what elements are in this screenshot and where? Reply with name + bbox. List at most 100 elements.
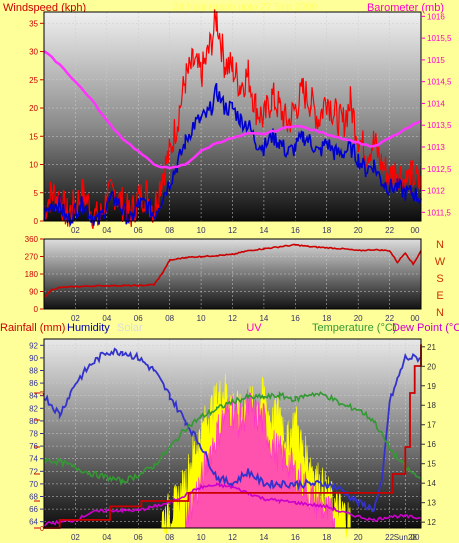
comb-x-tick-label: 20 [354,533,363,542]
humidity-y-tick-label: 76 [29,442,38,451]
uv-area [185,389,335,529]
wind-x-tick-label: 04 [102,226,111,235]
comb-x-tick-label: 06 [134,533,143,542]
wind-axis-title: Windspeed (kph) [3,2,86,14]
compass-letter: S [436,273,443,285]
wind-y-tick-label: 15 [29,132,38,141]
wind-x-tick-label: 16 [291,226,300,235]
barometer-line [43,50,422,170]
direction-y-tick-label: 90 [29,288,38,297]
humidity-y-tick-label: 80 [29,417,38,426]
dir-x-tick-label: 08 [165,314,174,323]
wind-y-tick-label: 35 [29,19,38,28]
humidity-y-tick-label: 72 [29,467,38,476]
temperature-y-tick-label: 13 [427,499,436,508]
comb-x-tick-label: 14 [259,533,268,542]
baro-y-tick-label: 1015,5 [427,34,452,43]
dir-x-tick-label: 14 [259,314,268,323]
wind-x-tick-label: 22 [385,226,394,235]
graph-period-title: 24 hour graph upto 27 Sep 2009 [173,2,317,13]
humidity-y-tick-label: 68 [29,493,38,502]
humidity-legend: Humidity [67,322,110,334]
direction-y-tick-label: 270 [25,253,39,262]
humidity-y-tick-label: 92 [29,341,38,350]
wind-x-tick-label: 14 [259,226,268,235]
dir-x-tick-label: 10 [197,314,206,323]
wind-plot-border [43,11,422,222]
wind-average-line [43,82,422,228]
rain-tick-label: 0 [40,526,44,533]
comb-x-tick-label: 10 [197,533,206,542]
humidity-line [43,347,422,513]
baro-axis-title: Barometer (mb) [367,2,444,14]
temperature-legend: Temperature (°C) [312,322,396,334]
baro-y-tick-label: 1012,5 [427,165,452,174]
comb-x-tick-label: 04 [102,533,111,542]
baro-y-tick-label: 1011,5 [427,208,451,217]
dew-point-legend: Dew Point (°C) [392,322,459,334]
wind-x-tick-label: 06 [134,226,143,235]
baro-y-tick-label: 1014,5 [427,78,452,87]
humidity-y-tick-label: 84 [29,392,38,401]
dew-point-line [43,482,422,527]
humidity-y-tick-label: 90 [29,354,38,363]
compass-letter: N [436,239,444,251]
wind-x-tick-label: 02 [71,226,80,235]
compass-letter: W [435,256,446,268]
temperature-y-tick-label: 16 [427,440,436,449]
humidity-y-tick-label: 88 [29,367,38,376]
temperature-y-tick-label: 20 [427,362,436,371]
comb-x-tick-label: 00 [411,533,420,542]
dir-x-tick-label: 20 [354,314,363,323]
wind-y-tick-label: 20 [29,104,38,113]
compass-letter: N [436,307,444,319]
humidity-y-tick-label: 74 [29,455,38,464]
wind-y-tick-label: 0 [34,217,39,226]
comb-x-tick-label: 08 [165,533,174,542]
dir-x-tick-label: 16 [291,314,300,323]
baro-y-tick-label: 1016 [427,12,445,21]
humidity-y-tick-label: 64 [29,518,38,527]
solar-legend: Solar [117,322,143,334]
humidity-y-tick-label: 86 [29,379,38,388]
temperature-y-tick-label: 15 [427,460,436,469]
compass-letter: E [436,290,443,302]
wind-direction-line [43,243,422,298]
temperature-y-tick-label: 14 [427,479,436,488]
humidity-y-tick-label: 66 [29,505,38,514]
humidity-y-tick-label: 70 [29,480,38,489]
wind-x-tick-label: 12 [228,226,237,235]
wind-y-tick-label: 30 [29,48,38,57]
wind-x-tick-label: 20 [354,226,363,235]
combined-series-group [43,338,422,538]
temperature-y-tick-label: 12 [427,518,436,527]
comb-x-tick-label: 12 [228,533,237,542]
baro-y-tick-label: 1013 [427,143,445,152]
rain-tick-label: 5 [40,391,44,398]
temperature-y-tick-label: 21 [427,343,436,352]
comb-x-tick-label: 02 [71,533,80,542]
dir-x-tick-label: 18 [322,314,331,323]
humidity-y-tick-label: 82 [29,404,38,413]
comb-x-tick-label: 22 [385,533,394,542]
dir-x-tick-label: 04 [102,314,111,323]
dir-x-tick-label: 00 [411,314,420,323]
comb-x-tick-label: 16 [291,533,300,542]
wind-x-tick-label: 08 [165,226,174,235]
direction-y-tick-label: 0 [34,305,39,314]
baro-y-tick-label: 1014 [427,99,445,108]
wind-y-tick-label: 25 [29,76,38,85]
comb-x-tick-label: Sun28 [394,533,418,542]
uv-legend: UV [246,322,262,334]
wind-x-tick-label: 10 [197,226,206,235]
direction-y-tick-label: 360 [25,235,39,244]
wind-series-group [43,9,422,229]
axis-ticks: 051015202530351011,510121012,510131013,5… [25,12,452,542]
temperature-y-tick-label: 17 [427,421,436,430]
rainfall-line [44,344,422,529]
temperature-y-tick-label: 19 [427,382,436,391]
baro-y-tick-label: 1012 [427,187,445,196]
dir-x-tick-label: 02 [71,314,80,323]
